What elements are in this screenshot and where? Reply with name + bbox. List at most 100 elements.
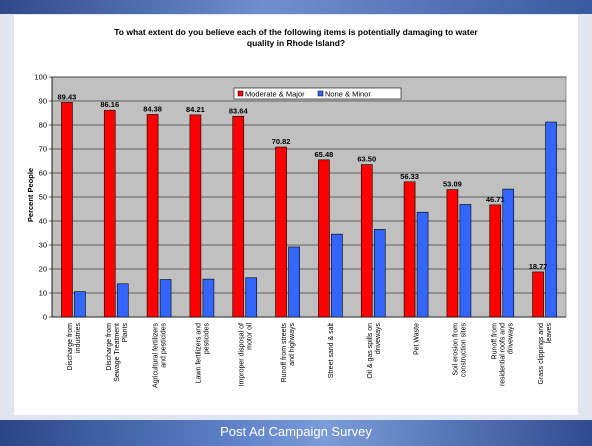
legend-swatch (317, 90, 324, 97)
category-label: Street sand & salt (328, 323, 335, 378)
category-label-line: Discharge from (106, 323, 113, 371)
category-label-line: Discharge from (67, 323, 74, 371)
bar-moderate-major (489, 204, 502, 318)
category-label-line: Runoff from (491, 323, 498, 360)
category-label-line: motor oil (246, 323, 253, 350)
slide-footer-title: Post Ad Campaign Survey (220, 424, 372, 439)
y-axis-ticks: 0 10 20 30 40 50 60 70 80 90 100 (34, 73, 566, 322)
data-label: 84.38 (143, 104, 162, 113)
chart-panel: To what extent do you believe each of th… (14, 15, 578, 415)
bar-none-minor (331, 233, 343, 318)
chart-title-line: quality in Rhode Island? (247, 38, 345, 48)
data-label: 18.77 (529, 262, 548, 271)
bar-none-minor (116, 283, 129, 318)
y-tick-label: 100 (34, 73, 47, 82)
chart: To what extent do you believe each of th… (26, 27, 567, 388)
bottom-banner (0, 420, 592, 446)
data-label: 70.82 (272, 137, 291, 146)
bar-moderate-major (318, 159, 330, 318)
legend-label: Moderate & Major (245, 89, 305, 98)
bar-moderate-major (189, 114, 202, 318)
data-label: 89.43 (58, 92, 77, 101)
category-label-line: Improper disposal of (238, 323, 245, 386)
y-tick-label: 70 (39, 145, 47, 154)
bar-none-minor (245, 277, 258, 318)
category-label-line: pesticides (203, 323, 210, 355)
category-label-line: Agricultural fertilizers (153, 323, 160, 388)
category-label-line: Lawn fertilizers and (195, 323, 202, 383)
chart-title: To what extent do you believe each of th… (114, 27, 478, 48)
y-tick-label: 60 (39, 169, 47, 178)
category-label-line: Pet Waste (414, 323, 421, 355)
category-label-line: Runoff from streets (281, 323, 288, 383)
category-label: Discharge fromSewage TreatmentPlants (106, 323, 129, 382)
top-banner (0, 0, 592, 14)
bar-none-minor (373, 229, 386, 318)
bar-moderate-major (446, 189, 459, 318)
legend: Moderate & Major None & Minor (233, 87, 402, 100)
gridlines (52, 76, 566, 294)
category-label: Pet Waste (414, 323, 421, 355)
bar-none-minor (159, 279, 172, 318)
bar-moderate-major (532, 271, 544, 318)
category-label: Runoff fromresidential roofs anddriveway… (491, 323, 514, 387)
category-label: Lawn fertilizers andpesticides (195, 323, 210, 384)
category-label-line: Sewage Treatment (114, 323, 121, 382)
data-label: 65.48 (315, 150, 334, 159)
bar-moderate-major (403, 181, 416, 318)
category-labels: Discharge fromindustries Discharge fromSe… (67, 323, 553, 388)
data-label: 83.64 (229, 106, 249, 115)
y-tick-label: 20 (39, 265, 47, 274)
category-label-line: residential roofs and (499, 323, 506, 386)
y-axis-label: Percent People (26, 168, 35, 222)
y-tick-label: 80 (39, 121, 47, 130)
y-tick-label: 50 (39, 193, 47, 202)
legend-box (233, 87, 402, 100)
bar-none-minor (459, 204, 472, 318)
data-label: 63.50 (357, 155, 376, 164)
data-labels: 89.43 86.16 84.38 84.21 83.64 70.82 65.48 63.50… (58, 92, 548, 271)
data-label: 53.09 (443, 180, 462, 189)
category-label-line: and pesticides (161, 323, 168, 368)
bar-moderate-major (61, 102, 73, 318)
category-label-line: and highways (289, 323, 296, 366)
category-label: Soil erosion fromconstruction sites (452, 323, 467, 378)
data-label: 56.33 (400, 172, 419, 181)
category-label-line: Soil erosion from (452, 323, 459, 376)
category-label: Runoff from streetsand highways (281, 323, 296, 383)
category-label-line: Oil & gas spills on (367, 323, 374, 379)
category-label: Discharge fromindustries (67, 323, 82, 371)
category-label: Grass clippings andleaves (538, 323, 553, 385)
y-tick-label: 90 (39, 97, 47, 106)
category-label-line: Street sand & salt (328, 323, 335, 378)
category-label: Oil & gas spills ondriveways (367, 323, 382, 379)
category-label: Agricultural fertilizersand pesticides (153, 323, 168, 388)
category-label-line: Plants (122, 323, 129, 343)
y-tick-label: 10 (39, 289, 47, 298)
bar-none-minor (545, 121, 557, 318)
category-label-line: leaves (546, 323, 553, 344)
chart-title-line: To what extent do you believe each of th… (114, 27, 478, 37)
legend-swatch (237, 90, 244, 97)
bar-moderate-major (232, 115, 245, 318)
y-tick-label: 40 (39, 217, 47, 226)
category-label: Improper disposal ofmotor oil (238, 323, 253, 387)
category-label-line: industries (75, 323, 82, 353)
category-label-line: Grass clippings and (538, 323, 545, 385)
bar-none-minor (288, 246, 300, 318)
data-label: 86.16 (100, 100, 119, 109)
bar-none-minor (74, 291, 86, 318)
legend-label: None & Minor (325, 89, 371, 98)
bar-none-minor (502, 188, 515, 318)
bar-moderate-major (103, 109, 116, 318)
bar-none-minor (416, 211, 429, 318)
y-tick-label: 30 (39, 241, 47, 250)
bar-none-minor (202, 278, 215, 318)
category-label-line: construction sites (460, 323, 467, 378)
bar-moderate-major (146, 114, 159, 318)
category-label-line: driveways (375, 323, 382, 355)
bars (61, 102, 557, 318)
y-tick-label: 0 (43, 313, 47, 322)
category-label-line: driveways (507, 323, 514, 355)
